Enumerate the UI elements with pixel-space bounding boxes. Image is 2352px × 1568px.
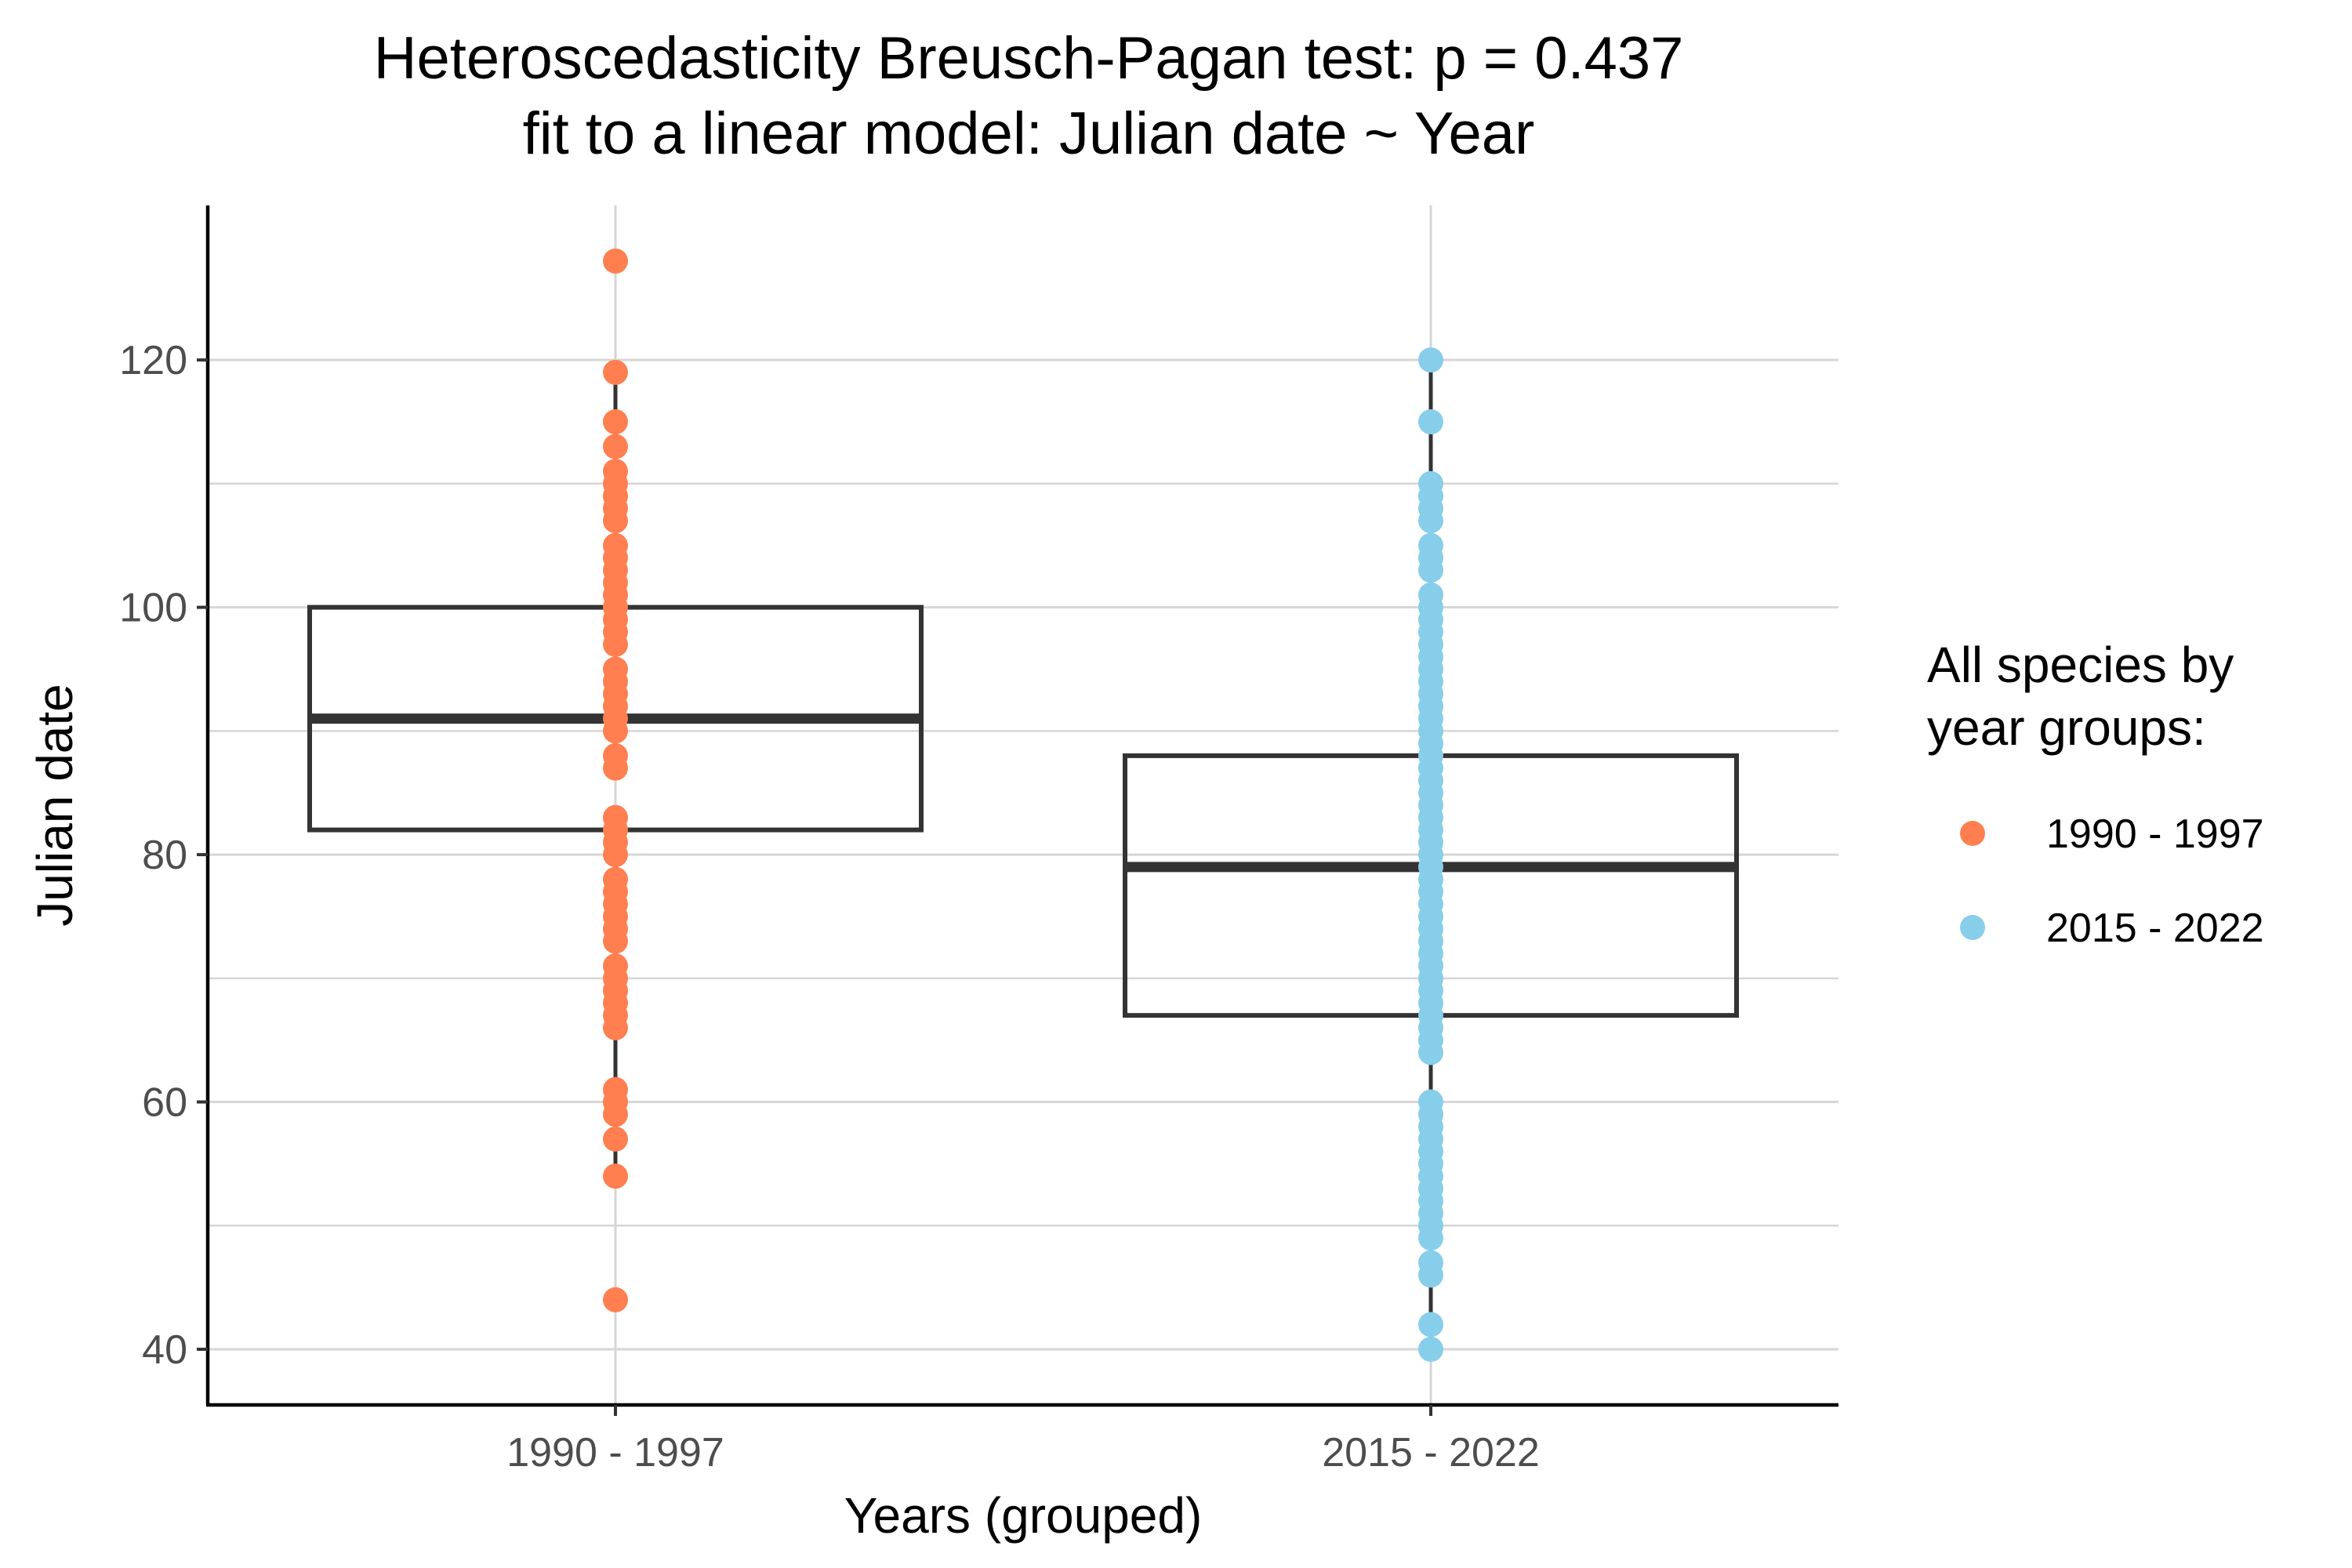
data-point xyxy=(603,804,628,830)
x-tick-label: 1990 - 1997 xyxy=(506,1430,724,1475)
legend-title-line-2: year groups: xyxy=(1927,699,2206,756)
data-point xyxy=(1418,1250,1443,1276)
data-point xyxy=(603,656,628,682)
legend-key-1990-1997 xyxy=(1960,821,1985,846)
data-point xyxy=(603,1126,628,1152)
legend-label-1990-1997: 1990 - 1997 xyxy=(2046,811,2264,857)
data-point xyxy=(1418,1337,1443,1363)
x-axis-title: Years (grouped) xyxy=(844,1487,1203,1544)
data-point xyxy=(603,953,628,979)
data-points xyxy=(603,248,1443,1363)
data-point xyxy=(603,1287,628,1312)
data-point xyxy=(603,1163,628,1189)
data-point xyxy=(1418,347,1443,373)
legend-key-2015-2022 xyxy=(1960,915,1985,940)
data-point xyxy=(603,409,628,435)
y-tick-label: 100 xyxy=(119,586,187,631)
legend-label-2015-2022: 2015 - 2022 xyxy=(2046,906,2264,951)
axes xyxy=(205,205,1838,1407)
data-point xyxy=(603,459,628,485)
chart-subtitle: fit to a linear model: Julian date ~ Yea… xyxy=(523,100,1535,167)
x-tick-label: 2015 - 2022 xyxy=(1322,1430,1540,1475)
ticks: 40 60 80 100 120 1990 - 1997 2015 - 2022 xyxy=(119,338,1540,1475)
legend-title-line-1: All species by xyxy=(1927,637,2234,693)
data-point xyxy=(603,359,628,385)
data-point xyxy=(603,1076,628,1102)
data-point xyxy=(603,434,628,459)
y-tick-label: 120 xyxy=(119,338,187,383)
data-point xyxy=(603,532,628,558)
data-point xyxy=(1418,470,1443,496)
y-tick-label: 80 xyxy=(142,833,187,878)
data-point xyxy=(603,248,628,274)
data-point xyxy=(1418,1089,1443,1115)
data-point xyxy=(1418,582,1443,608)
data-point xyxy=(1418,409,1443,435)
chart-title: Heteroscedasticity Breusch-Pagan test: p… xyxy=(374,25,1684,92)
data-point xyxy=(1418,532,1443,558)
data-point xyxy=(603,866,628,892)
y-tick-label: 60 xyxy=(142,1080,187,1126)
y-axis-title: Julian date xyxy=(27,684,83,927)
grid xyxy=(208,205,1838,1405)
data-point xyxy=(1418,1312,1443,1338)
y-tick-label: 40 xyxy=(142,1327,187,1373)
data-point xyxy=(603,742,628,768)
legend: All species by year groups: 1990 - 1997 … xyxy=(1927,637,2264,951)
